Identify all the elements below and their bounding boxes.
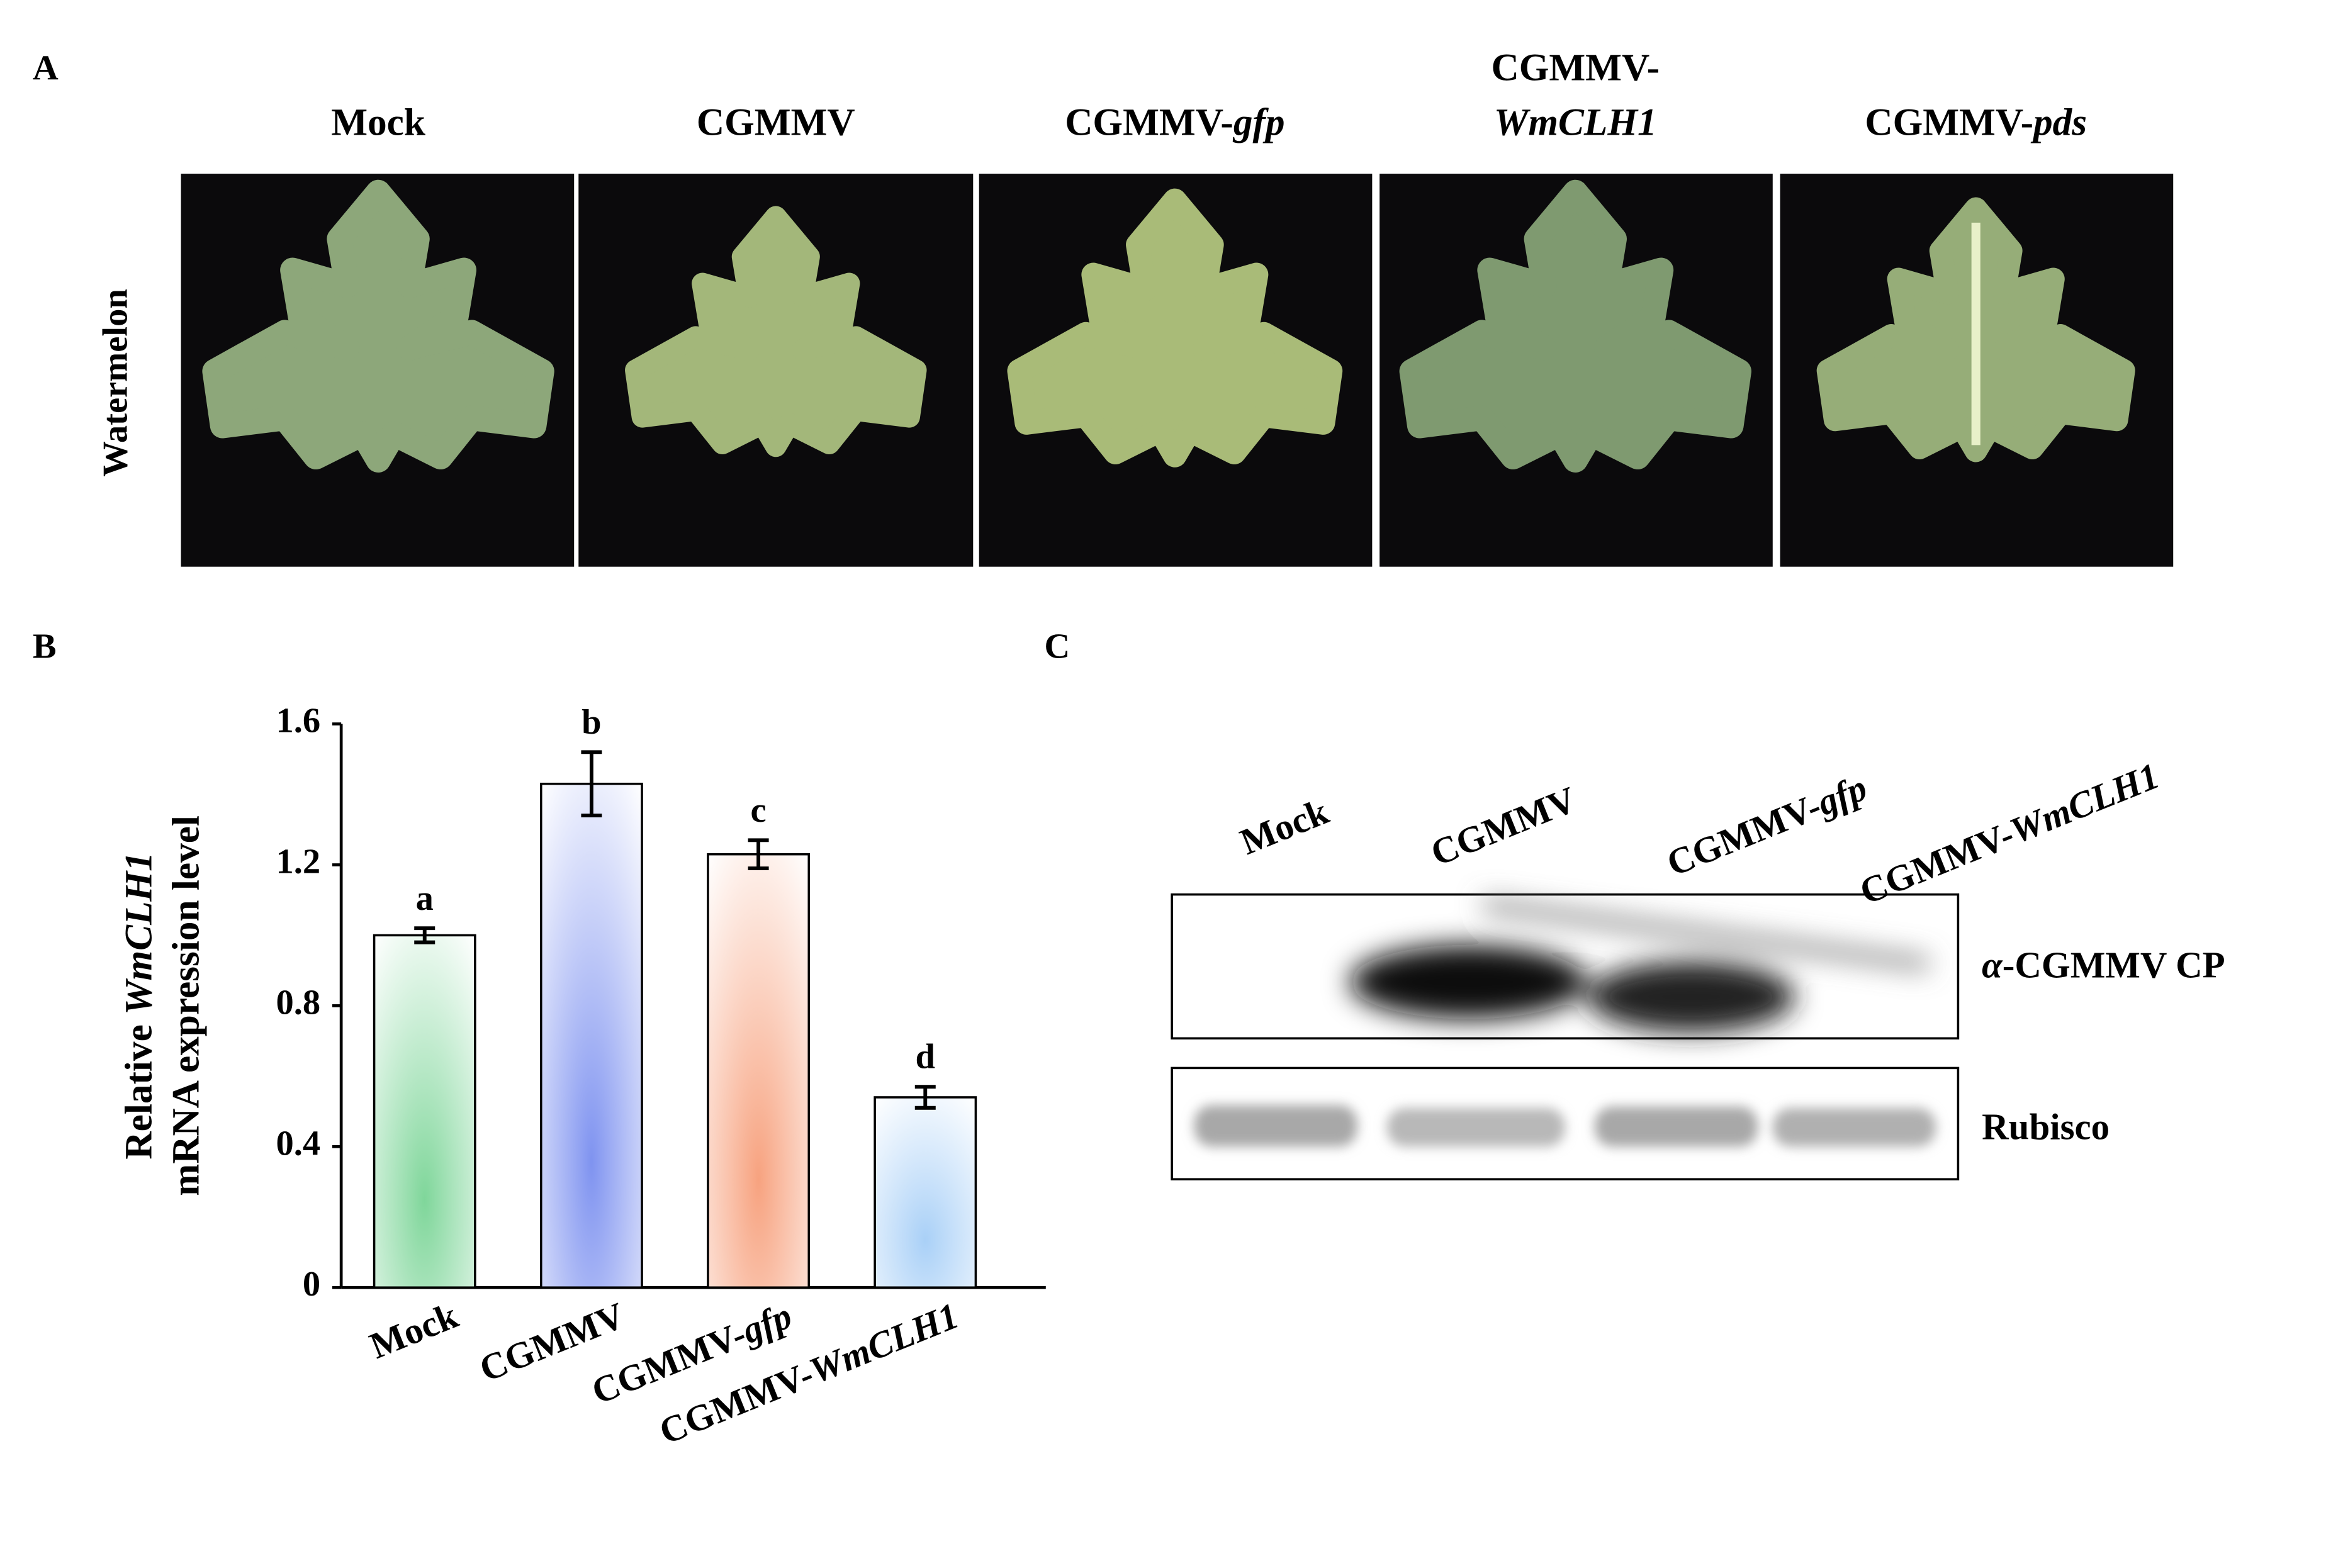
panel-letter: C [1044, 627, 1070, 666]
blot-row-label: Rubisco [1982, 1106, 2110, 1147]
rubisco-bands [1194, 1105, 1936, 1147]
lane-label: CGMMV [1425, 778, 1582, 873]
text-run: -CGMMV CP [2003, 944, 2225, 985]
error-bar [414, 926, 435, 944]
y-tick-label: 0.8 [276, 983, 320, 1022]
y-axis-label: Relative WmCLH1 [117, 852, 160, 1159]
text-run: WmCLH1 [804, 1294, 964, 1391]
bar [707, 853, 810, 1289]
annotation: c [751, 791, 767, 830]
text-run: CGMMV- [1661, 785, 1826, 884]
annotation: a [416, 879, 434, 918]
blot-signal [1350, 899, 1930, 1033]
row-label: Watermelon [96, 289, 135, 476]
western-blot [1171, 893, 1960, 1180]
column-label: CGMMV [697, 101, 855, 144]
text-run: WmCLH1 [117, 852, 160, 1015]
error-bar [748, 838, 769, 871]
text-run: CGMMV- [1865, 101, 2033, 144]
x-tick-label: CGMMV-WmCLH1 [653, 1294, 964, 1452]
error-bar [914, 1085, 936, 1110]
text-run: CGMMV- [1065, 101, 1233, 144]
panel-letter: B [33, 627, 57, 666]
y-tick-label: 0 [303, 1265, 320, 1304]
lane-label: CGMMV-gfp [1661, 766, 1872, 884]
column-label: Mock [331, 101, 425, 144]
text-run: WmCLH1 [2004, 754, 2164, 851]
bar [540, 782, 643, 1289]
text-run: α [1982, 944, 2003, 985]
column-label: CGMMV-gfp [1065, 101, 1284, 144]
bar [373, 934, 476, 1289]
text-run: Relative [117, 1015, 160, 1160]
text-run: Rubisco [1982, 1106, 2110, 1147]
x-tick-label: Mock [364, 1294, 463, 1367]
text-run: Mock [1234, 790, 1334, 862]
column-label: CGMMV-pds [1865, 101, 2087, 144]
bar [874, 1096, 977, 1289]
column-label: CGMMV- [1491, 46, 1660, 89]
text-run: CGMMV- [1491, 46, 1660, 89]
lane-label: CGMMV-WmCLH1 [1854, 754, 2165, 912]
panel-letter: A [33, 48, 59, 87]
text-run: gfp [1232, 101, 1285, 144]
leaf-photos [181, 174, 2174, 567]
text-run: Mock [331, 101, 425, 144]
error-bar [581, 750, 602, 818]
blot-row-label: α-CGMMV CP [1982, 944, 2225, 985]
y-tick-label: 1.6 [276, 702, 320, 741]
lane-label: Mock [1234, 790, 1334, 862]
text-run: CGMMV [1425, 778, 1582, 873]
text-run: WmCLH1 [1494, 101, 1657, 144]
text-run: pds [2030, 101, 2087, 144]
y-tick-label: 1.2 [276, 842, 320, 881]
y-axis-label: mRNA expression level [165, 815, 208, 1196]
column-label: WmCLH1 [1494, 101, 1657, 144]
annotation: d [916, 1038, 935, 1077]
y-tick-label: 0.4 [276, 1124, 320, 1163]
text-run: CGMMV [697, 101, 855, 144]
annotation: b [582, 703, 601, 742]
text-run: mRNA expression level [165, 815, 208, 1196]
